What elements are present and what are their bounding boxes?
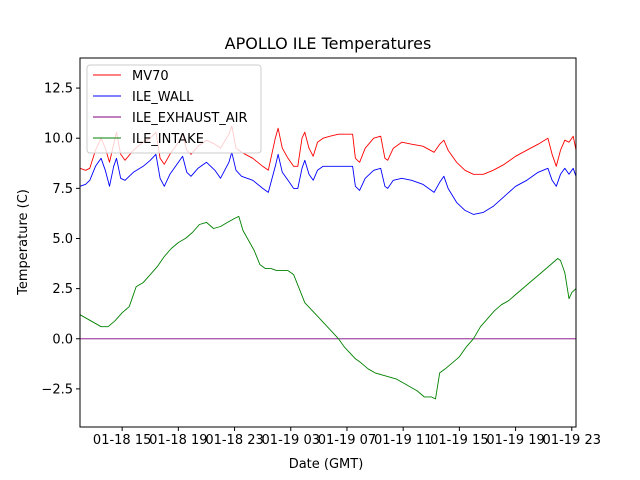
series-line-ile-wall bbox=[79, 151, 577, 215]
x-tick-label: 01-19 15 bbox=[430, 433, 488, 448]
plot-frame bbox=[79, 57, 577, 428]
legend-box bbox=[86, 64, 262, 154]
x-tick-label: 01-18 15 bbox=[93, 433, 151, 448]
x-tick-label: 01-19 19 bbox=[486, 433, 544, 448]
legend-label: ILE_INTAKE bbox=[132, 132, 204, 147]
y-tick-label: 2.5 bbox=[52, 282, 73, 297]
legend: MV70 ILE_WALL ILE_EXHAUST_AIR ILE_INTAKE bbox=[86, 64, 262, 154]
x-tick-label: 01-18 23 bbox=[205, 433, 263, 448]
y-axis-label: Temperature (C) bbox=[16, 189, 31, 296]
y-axis-ticks: −2.5 0.0 2.5 5.0 7.5 10.0 12.5 bbox=[41, 82, 80, 397]
x-tick-label: 01-19 07 bbox=[318, 433, 376, 448]
x-axis-label: Date (GMT) bbox=[289, 457, 364, 472]
y-tick-label: 7.5 bbox=[52, 182, 73, 197]
x-tick-label: 01-19 23 bbox=[543, 433, 601, 448]
x-tick-label: 01-19 11 bbox=[374, 433, 432, 448]
y-tick-label: 5.0 bbox=[52, 232, 73, 247]
y-tick-label: 10.0 bbox=[44, 132, 73, 147]
y-tick-label: 12.5 bbox=[44, 82, 73, 97]
legend-label: MV70 bbox=[132, 69, 169, 84]
x-tick-label: 01-19 03 bbox=[262, 433, 320, 448]
x-tick-label: 01-18 19 bbox=[149, 433, 207, 448]
y-tick-label: −2.5 bbox=[41, 382, 73, 397]
chart-title: APOLLO ILE Temperatures bbox=[225, 34, 432, 53]
y-tick-label: 0.0 bbox=[52, 332, 73, 347]
legend-label: ILE_EXHAUST_AIR bbox=[132, 111, 248, 126]
legend-label: ILE_WALL bbox=[132, 90, 194, 105]
series-line-ile-intake bbox=[79, 215, 577, 400]
